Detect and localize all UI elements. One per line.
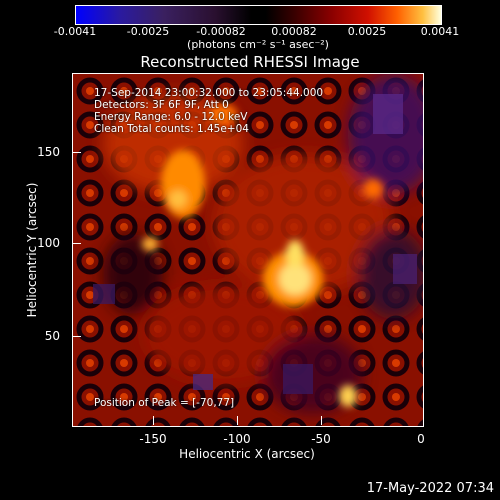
y-tick-mark xyxy=(72,152,81,153)
colorbar-tick: 0.00082 xyxy=(271,25,317,38)
y-tick-label: 50 xyxy=(44,329,60,343)
y-tick-label: 100 xyxy=(37,236,60,250)
detectors-label: Detectors: 3F 6F 9F, Att 0 xyxy=(94,99,229,111)
x-axis-label: Heliocentric X (arcsec) xyxy=(179,447,315,461)
colorbar xyxy=(75,5,442,25)
rhessi-image xyxy=(72,73,424,427)
colorbar-tick: -0.00082 xyxy=(196,25,246,38)
colorbar-tick: -0.0025 xyxy=(126,25,170,38)
x-tick-mark xyxy=(153,416,154,425)
colorbar-tick: -0.0041 xyxy=(53,25,97,38)
y-tick-label: 150 xyxy=(37,145,60,159)
rhessi-heatmap xyxy=(73,74,423,426)
x-tick-mark xyxy=(237,416,238,425)
clean-counts-label: Clean Total counts: 1.45e+04 xyxy=(94,123,249,135)
x-tick-label: -50 xyxy=(311,432,331,446)
colorbar-tick: 0.0041 xyxy=(420,25,460,38)
energy-range-label: Energy Range: 6.0 - 12.0 keV xyxy=(94,111,248,123)
y-tick-mark xyxy=(72,243,81,244)
colorbar-tick: 0.0025 xyxy=(347,25,387,38)
y-tick-mark xyxy=(72,336,81,337)
colorbar-units: (photons cm⁻² s⁻¹ asec⁻²) xyxy=(187,38,329,51)
x-tick-label: -150 xyxy=(139,432,167,446)
peak-position-label: Position of Peak = [-70,77] xyxy=(94,397,235,409)
x-tick-mark xyxy=(321,416,322,425)
x-tick-label: 0 xyxy=(417,432,425,446)
x-tick-label: -100 xyxy=(223,432,251,446)
datestamp: 17-May-2022 07:34 xyxy=(366,481,494,496)
image-title: Reconstructed RHESSI Image xyxy=(140,53,360,71)
time-range-label: 17-Sep-2014 23:00:32.000 to 23:05:44.000 xyxy=(94,87,324,99)
y-axis-label: Heliocentric Y (arcsec) xyxy=(25,182,39,318)
